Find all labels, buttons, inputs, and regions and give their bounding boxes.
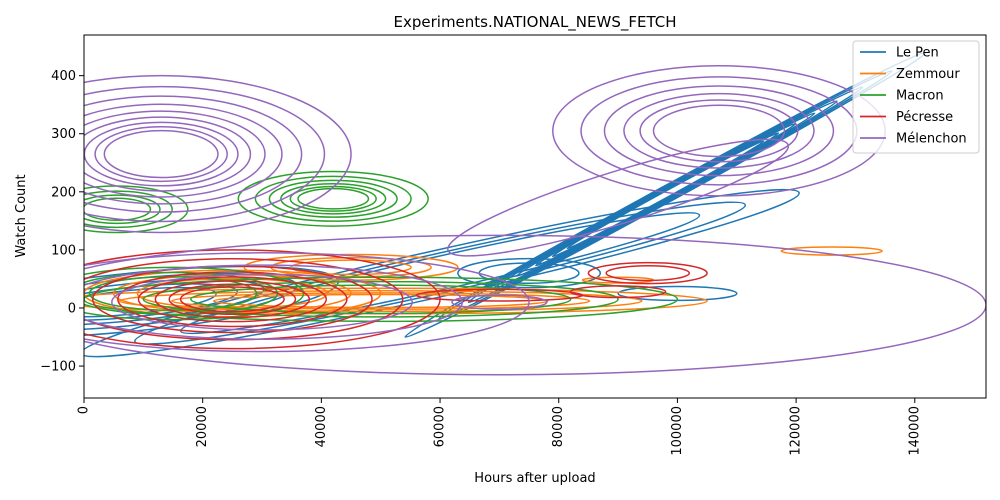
y-tick-label: 300 <box>51 127 76 142</box>
contour-pecresse <box>137 276 328 323</box>
contour-melenchon <box>84 252 530 353</box>
y-tick-label: −100 <box>40 360 76 375</box>
contour-pecresse <box>587 261 708 285</box>
x-axis: 0 20000 40000 60000 80000 100000 120000 140000 <box>77 398 922 456</box>
contour-macron <box>142 280 619 318</box>
contour-le-pen <box>84 188 800 358</box>
contour-zemmour <box>290 259 412 276</box>
contour-melenchon <box>623 92 815 169</box>
x-tick-label: 120000 <box>789 406 804 456</box>
y-tick-label: 0 <box>68 301 76 316</box>
contour-melenchon <box>84 103 283 205</box>
contour-macron <box>268 179 398 218</box>
contour-le-pen <box>134 201 747 345</box>
y-tick-label: 200 <box>51 185 76 200</box>
contour-pecresse <box>179 286 285 313</box>
legend-label: Zemmour <box>896 67 960 82</box>
chart-title: Experiments.NATIONAL_NEWS_FETCH <box>394 13 677 32</box>
contour-melenchon <box>451 294 548 310</box>
contour-macron <box>84 276 679 323</box>
contour-le-pen <box>179 212 701 335</box>
legend: Le Pen Zemmour Macron Pécresse Mélenchon <box>852 40 980 154</box>
x-tick-label: 100000 <box>670 406 685 456</box>
legend-label: Le Pen <box>896 46 939 61</box>
contour-pecresse <box>154 280 311 319</box>
contour-melenchon <box>94 126 228 183</box>
x-tick-label: 40000 <box>314 406 329 447</box>
x-axis-label: Hours after upload <box>474 471 595 486</box>
y-axis: −100 0 100 200 300 400 <box>40 69 84 375</box>
contour-macron <box>84 266 305 321</box>
legend-box <box>852 40 980 154</box>
y-axis-label: Watch Count <box>14 174 29 257</box>
contour-macron <box>84 190 173 229</box>
contour-melenchon <box>84 234 986 376</box>
contour-melenchon <box>111 273 413 331</box>
contour-pecresse <box>168 283 297 316</box>
contour-zemmour <box>780 246 883 256</box>
contour-melenchon <box>652 104 786 158</box>
plot-frame <box>83 34 987 399</box>
contour-pecresse <box>84 258 404 341</box>
contour-melenchon <box>84 116 252 192</box>
contour-macron <box>254 175 412 222</box>
x-tick-label: 0 <box>77 406 92 414</box>
contour-melenchon <box>84 74 352 234</box>
contour-melenchon <box>103 129 219 179</box>
contour-zemmour <box>118 290 643 312</box>
contour-melenchon <box>603 85 835 177</box>
contour-melenchon <box>447 138 790 257</box>
x-tick-label: 60000 <box>433 406 448 447</box>
legend-label: Mélenchon <box>896 132 967 147</box>
contour-melenchon <box>84 95 303 213</box>
contour-pecresse <box>605 265 691 282</box>
contour-melenchon <box>84 110 266 198</box>
contour-macron <box>84 194 161 225</box>
contour-melenchon <box>639 99 799 163</box>
contour-macron <box>84 197 152 222</box>
contour-macron <box>297 187 370 210</box>
contour-melenchon <box>84 264 463 340</box>
x-tick-label: 140000 <box>907 406 922 456</box>
contour-melenchon <box>84 85 326 223</box>
contour-pecresse <box>117 271 348 328</box>
contour-macron <box>237 170 429 227</box>
y-tick-label: 100 <box>51 243 76 258</box>
x-tick-label: 20000 <box>195 406 210 447</box>
contour-le-pen <box>457 257 602 289</box>
contour-pecresse <box>415 288 584 302</box>
x-tick-label: 80000 <box>551 406 566 447</box>
legend-label: Pécresse <box>896 110 953 125</box>
contour-macron <box>280 182 387 215</box>
legend-label: Macron <box>896 89 944 104</box>
y-tick-label: 400 <box>51 69 76 84</box>
